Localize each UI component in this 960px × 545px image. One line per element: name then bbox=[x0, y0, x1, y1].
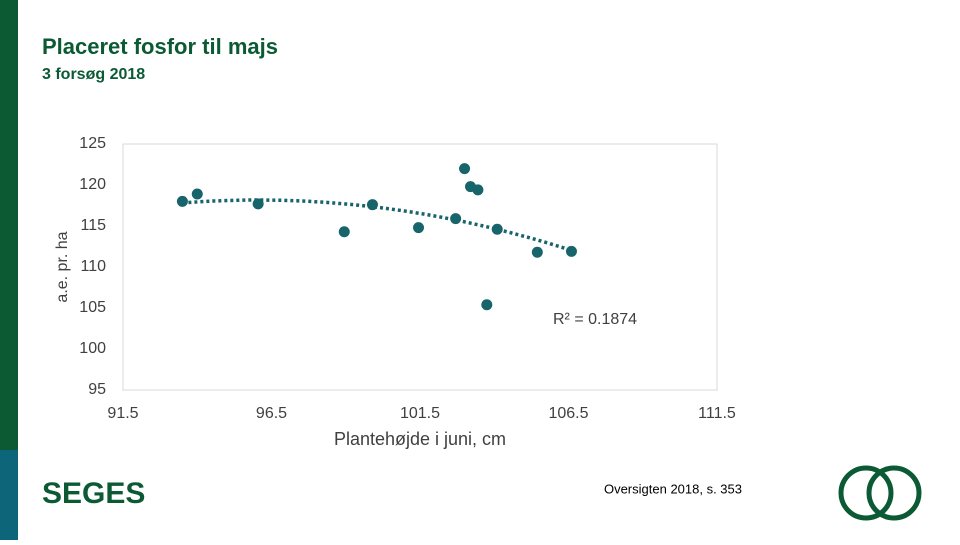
logo-ring bbox=[866, 465, 922, 521]
point bbox=[481, 299, 493, 311]
point bbox=[531, 246, 543, 258]
y-tick-label: 120 bbox=[79, 176, 106, 193]
source: Oversigten 2018, s. 353 bbox=[604, 481, 742, 496]
x-tick-label: 96.5 bbox=[256, 405, 287, 422]
annotation: R² = 0.1874 bbox=[553, 311, 637, 328]
point bbox=[366, 199, 378, 211]
y-tick-label: 95 bbox=[88, 381, 106, 398]
partner-logo bbox=[838, 465, 922, 521]
y-tick-label: 115 bbox=[80, 217, 106, 234]
point bbox=[459, 163, 471, 175]
side-bar bbox=[0, 0, 18, 450]
y-tick-label: 105 bbox=[79, 299, 106, 316]
y-axis-label: a.e. pr. ha bbox=[54, 231, 71, 302]
point bbox=[191, 188, 203, 200]
chart-subtitle: 3 forsøg 2018 bbox=[42, 66, 145, 83]
y-tick-label: 100 bbox=[79, 340, 106, 357]
x-tick-label: 106.5 bbox=[548, 405, 588, 422]
logo: SEGES bbox=[42, 477, 145, 510]
point bbox=[252, 198, 264, 210]
y-tick-label: 110 bbox=[80, 258, 106, 275]
side-bar-bottom bbox=[0, 450, 18, 540]
logo-ring bbox=[838, 465, 894, 521]
plot-area bbox=[122, 143, 718, 391]
x-tick-label: 111.5 bbox=[698, 405, 736, 422]
y-tick-label: 125 bbox=[79, 135, 106, 152]
point bbox=[491, 223, 503, 235]
point bbox=[450, 213, 462, 225]
point bbox=[176, 195, 188, 207]
x-tick-label: 101.5 bbox=[400, 405, 440, 422]
point bbox=[472, 184, 484, 196]
x-axis-label: Plantehøjde i juni, cm bbox=[334, 429, 506, 449]
point bbox=[413, 222, 425, 234]
x-tick-label: 91.5 bbox=[107, 405, 138, 422]
chart-title: Placeret fosfor til majs bbox=[42, 34, 278, 59]
point bbox=[565, 245, 577, 257]
point bbox=[338, 226, 350, 238]
